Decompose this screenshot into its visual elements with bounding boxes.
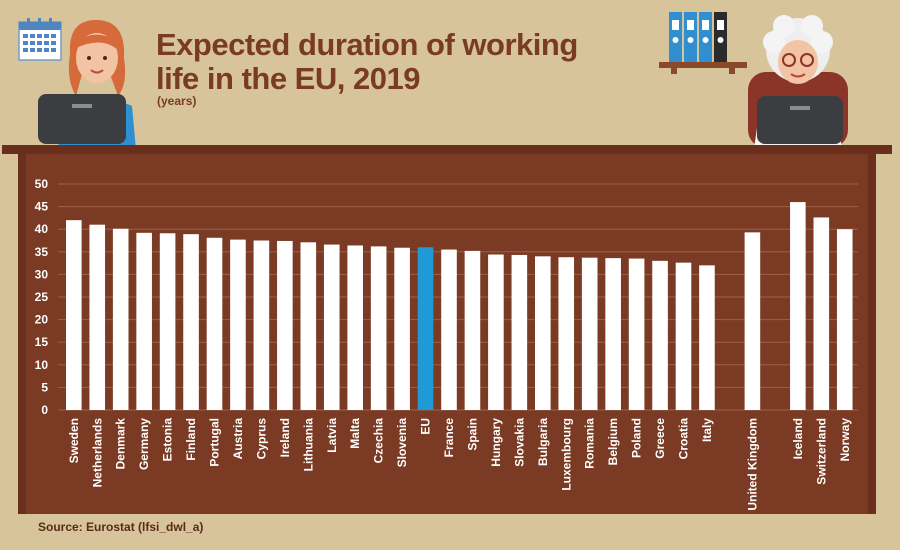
table-leg: [868, 154, 876, 514]
binders-icon: [659, 12, 747, 74]
x-tick-label: Poland: [630, 418, 644, 458]
x-tick-label: Denmark: [114, 418, 128, 470]
bar-eu: [417, 247, 434, 410]
y-tick-label: 35: [35, 245, 49, 259]
chart-subtitle: (years): [157, 94, 197, 108]
bar-czechia: [370, 246, 387, 410]
bar-netherlands: [89, 224, 106, 410]
bar-cyprus: [253, 240, 270, 410]
y-tick-label: 15: [35, 335, 49, 349]
table-top: [2, 145, 892, 154]
y-tick-label: 20: [35, 313, 49, 327]
bar-malta: [347, 245, 363, 410]
x-tick-label: Romania: [583, 418, 597, 469]
x-tick-label: Croatia: [677, 418, 691, 460]
bar-switzerland: [813, 217, 830, 410]
source-note: Source: Eurostat (lfsi_dwl_a): [38, 520, 204, 534]
x-tick-label: Portugal: [208, 418, 222, 467]
bar-italy: [699, 265, 715, 410]
x-tick-label: Latvia: [325, 418, 339, 453]
y-tick-label: 25: [35, 290, 49, 304]
x-tick-label: Hungary: [489, 418, 503, 467]
bar-portugal: [206, 237, 223, 410]
x-tick-label: Iceland: [791, 418, 805, 459]
bar-bulgaria: [535, 256, 551, 410]
bar-croatia: [675, 262, 692, 410]
x-tick-label: Sweden: [67, 418, 81, 463]
x-tick-label: Netherlands: [90, 418, 104, 488]
x-tick-label: Norway: [838, 418, 852, 462]
bar-norway: [836, 229, 853, 410]
table-leg: [18, 154, 26, 514]
bar-united-kingdom: [744, 232, 761, 410]
y-tick-label: 50: [35, 177, 49, 191]
x-tick-label: Spain: [465, 418, 479, 451]
x-tick-label: Slovakia: [512, 418, 526, 467]
x-tick-label: France: [442, 418, 456, 458]
x-tick-label: Ireland: [278, 418, 292, 457]
bar-ireland: [277, 240, 293, 410]
x-tick-label: Estonia: [161, 418, 175, 462]
bar-romania: [581, 257, 598, 410]
x-tick-label: Switzerland: [814, 418, 828, 485]
x-tick-label: Belgium: [606, 418, 620, 465]
y-tick-label: 30: [35, 267, 49, 281]
laptop-icon: [38, 94, 126, 144]
bar-finland: [183, 234, 199, 410]
x-tick-label: Cyprus: [254, 418, 268, 460]
bar-belgium: [605, 258, 621, 410]
x-tick-label: Lithuania: [301, 418, 315, 472]
calendar-icon: [18, 18, 62, 61]
y-tick-label: 45: [35, 200, 49, 214]
bar-sweden: [66, 220, 82, 410]
bar-luxembourg: [558, 257, 575, 410]
x-tick-label: Finland: [184, 418, 198, 461]
bar-greece: [652, 260, 668, 410]
x-tick-label: Austria: [231, 418, 245, 460]
bar-spain: [464, 250, 481, 410]
y-tick-label: 10: [35, 358, 49, 372]
x-tick-label: Malta: [348, 418, 362, 449]
x-tick-label: Greece: [653, 418, 667, 459]
y-tick-label: 0: [41, 403, 48, 417]
bar-hungary: [488, 254, 504, 410]
x-tick-label: United Kingdom: [745, 418, 759, 511]
x-tick-label: Slovenia: [395, 418, 409, 468]
bar-france: [441, 249, 457, 410]
bar-austria: [230, 239, 246, 410]
bar-latvia: [323, 244, 340, 410]
x-tick-label: Bulgaria: [536, 418, 550, 466]
x-tick-label: Italy: [700, 418, 714, 442]
y-tick-label: 40: [35, 222, 49, 236]
y-tick-label: 5: [41, 380, 48, 394]
x-tick-label: EU: [419, 418, 433, 435]
bar-iceland: [790, 202, 806, 410]
x-tick-label: Germany: [137, 418, 151, 470]
x-tick-label: Luxembourg: [559, 418, 573, 491]
bar-slovakia: [511, 254, 528, 410]
chart-title: Expected duration of working life in the…: [156, 27, 578, 96]
bar-slovenia: [394, 247, 410, 410]
laptop-icon: [757, 96, 843, 144]
bar-poland: [628, 258, 645, 410]
bar-germany: [136, 232, 152, 410]
bar-estonia: [159, 233, 176, 410]
bar-denmark: [112, 228, 129, 410]
bar-lithuania: [300, 242, 317, 410]
x-tick-label: Czechia: [372, 418, 386, 464]
